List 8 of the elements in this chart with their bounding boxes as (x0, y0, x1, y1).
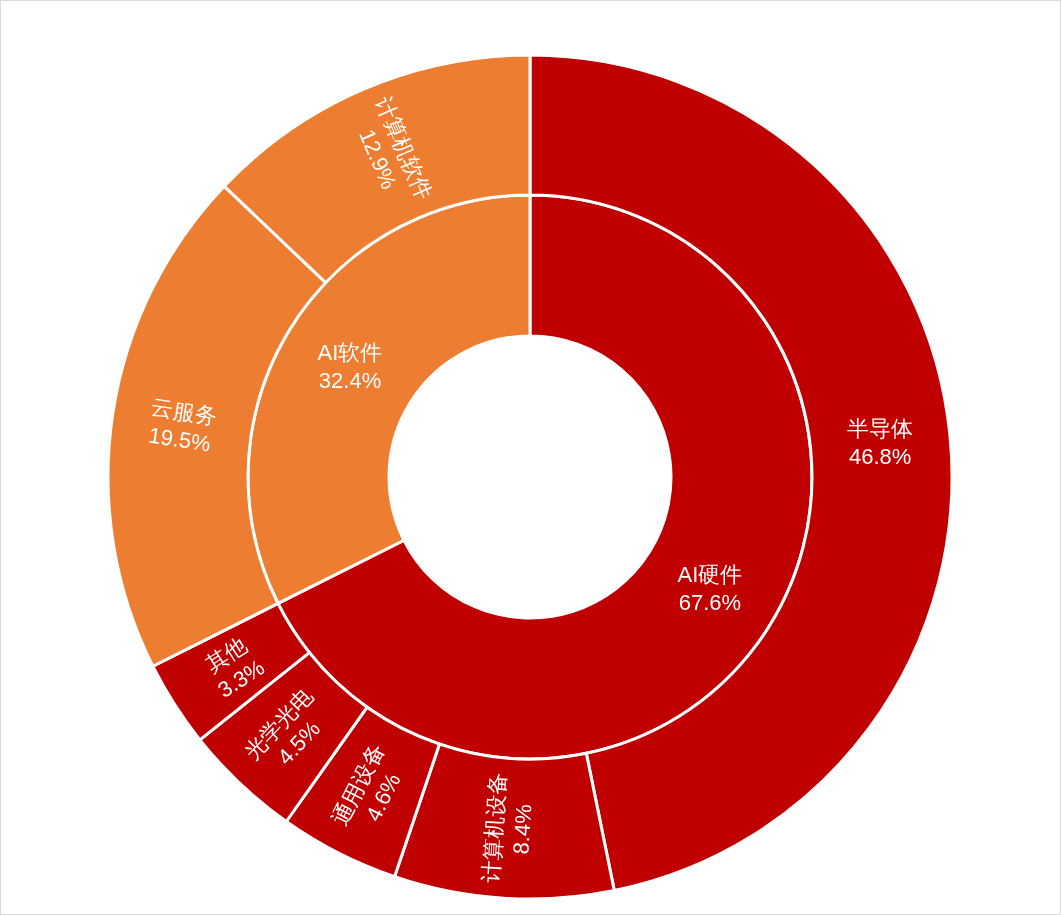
slice-label: AI硬件 (677, 562, 743, 588)
slice-label: 半导体 (847, 415, 914, 441)
data-label: 46.8% (849, 443, 912, 469)
data-label: 8.4% (508, 803, 537, 856)
slice-label: AI软件 (317, 339, 383, 365)
slice-label: 计算机设备 (478, 771, 511, 884)
data-label: 32.4% (318, 367, 382, 393)
data-label: 67.6% (678, 590, 742, 616)
